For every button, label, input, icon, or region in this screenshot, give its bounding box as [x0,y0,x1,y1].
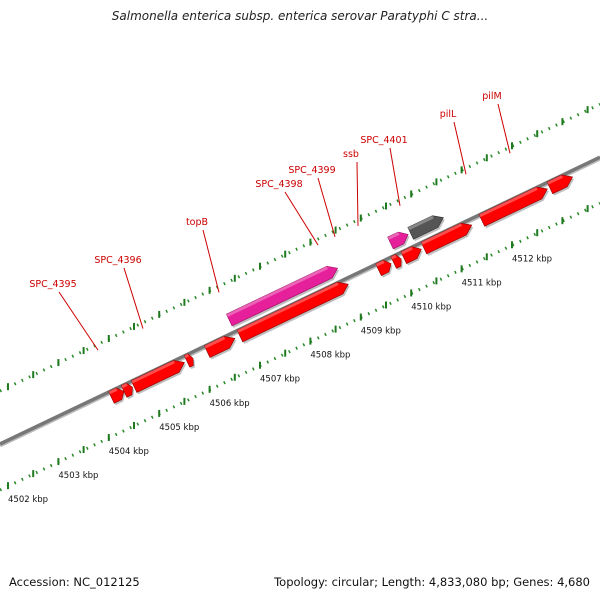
gene-highlight [547,174,563,185]
gene-highlight [204,336,226,349]
gene-label-leader [317,177,336,238]
gene-label[interactable]: SPC_4395 [29,279,76,290]
gene-label-leader [284,191,319,246]
gene-label-leader [389,147,401,206]
scale-label: 4510 kbp [411,302,451,312]
gene-arrow[interactable] [108,387,125,404]
gene-arrow[interactable] [546,174,574,195]
scale-label: 4508 kbp [310,351,350,361]
gene-label-leader [123,267,144,329]
gene-label[interactable]: pilL [440,109,457,120]
gene-highlight [226,266,328,317]
scale-label: 4511 kbp [462,278,502,288]
gene-highlight [407,215,434,231]
gene-label[interactable]: SPC_4396 [94,255,141,266]
scale-label: 4509 kbp [361,327,401,337]
gene-highlight [387,232,400,240]
gene-highlight [421,223,463,245]
scale-label: 4512 kbp [512,254,552,264]
scale-label: 4503 kbp [58,471,98,481]
gene-arrow[interactable] [236,281,349,343]
genome-title: Salmonella enterica subsp. enterica sero… [111,9,489,23]
gene-layer [108,174,575,406]
gene-label-layer: SPC_4395 SPC_4396 topB SPC_4398 SPC_4399 ssbS… [29,91,511,351]
gene-arrow[interactable] [203,336,236,358]
gene-arrow[interactable] [407,215,444,240]
gene-arrow[interactable] [420,222,473,255]
gene-label[interactable]: pilM [482,91,502,102]
gene-arrow[interactable] [400,246,422,264]
accession-label: Accession: NC_012125 [9,575,140,589]
gene-highlight [237,282,339,333]
scale-label: 4506 kbp [210,399,250,409]
gene-label-leader [453,121,467,175]
gene-arrow[interactable] [130,360,185,393]
gene-label[interactable]: SPC_4401 [360,135,407,146]
gene-arrow[interactable] [387,231,409,250]
gene-label[interactable]: SPC_4398 [255,179,302,190]
gene-arrow[interactable] [390,254,402,269]
gene-label-leader [356,161,359,226]
scale-label: 4507 kbp [260,375,300,385]
gene-label[interactable]: topB [186,217,208,228]
gene-highlight [184,353,190,359]
gene-highlight [108,387,118,395]
gene-arrow[interactable] [225,265,339,327]
scale-label-layer: 4502 kbp 4503 kbp 4504 kbp 4505 kbp 4506 kbp… [7,106,589,505]
gene-arrow[interactable] [120,382,133,398]
gene-highlight [131,360,175,384]
gene-label-leader [497,103,511,154]
gene-highlight [121,383,128,389]
gene-highlight [400,246,413,255]
upper-tick-track [0,102,600,393]
gene-highlight [479,187,538,218]
gene-arrow[interactable] [375,259,392,276]
scale-label: 4505 kbp [159,423,199,433]
gene-highlight [375,260,385,267]
gene-arrow[interactable] [183,353,194,368]
topology-summary: Topology: circular; Length: 4,833,080 bp… [274,575,590,589]
gene-label[interactable]: ssb [343,149,359,160]
gene-label[interactable]: SPC_4399 [288,165,335,176]
lower-tick-track [0,201,600,492]
scale-label: 4504 kbp [109,447,149,457]
scale-label: 4502 kbp [8,495,48,505]
gene-label-leader [202,229,220,293]
gene-arrow[interactable] [478,186,548,227]
gene-highlight [390,254,397,260]
gene-label-leader [58,291,99,351]
